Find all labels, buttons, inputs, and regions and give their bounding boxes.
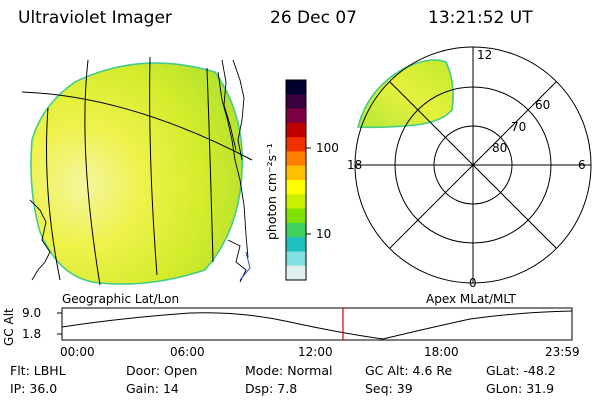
date-label: 26 Dec 07 — [270, 8, 357, 28]
colorbar-strip — [286, 94, 306, 110]
coastline-blue — [239, 251, 251, 281]
colorbar-strip — [286, 80, 306, 95]
info-door: Door: Open — [126, 363, 198, 378]
mlt-label-0: 0 — [469, 276, 477, 290]
colorbar-strip — [286, 165, 306, 181]
mlt-label-18: 18 — [347, 158, 363, 172]
timeline-ytick-9: 9.0 — [22, 306, 42, 320]
info-ip: IP: 36.0 — [10, 381, 58, 396]
info-glat: GLat: -48.2 — [486, 363, 556, 378]
timeline-xtick-2359: 23:59 — [545, 345, 580, 359]
coastlines — [29, 59, 249, 283]
timeline-xtick-0600: 06:00 — [170, 345, 205, 359]
emission-disk — [30, 62, 244, 285]
altitude-curve — [61, 310, 573, 340]
timeline-axis-label: GC Alt — [2, 308, 16, 346]
altitude-timeline — [57, 307, 573, 341]
colorbar-strip — [286, 151, 306, 167]
colorbar — [285, 79, 311, 281]
colorbar-strip — [286, 251, 306, 267]
colorbar-label-100: 100 — [316, 141, 339, 155]
geographic-image — [21, 56, 253, 286]
mlat-label-70: 70 — [511, 120, 527, 134]
info-glon: GLon: 31.9 — [486, 381, 555, 396]
colorbar-strip — [286, 222, 306, 238]
timeline-xtick-1800: 18:00 — [424, 345, 459, 359]
colorbar-strip — [286, 180, 306, 195]
mlat-label-60: 60 — [535, 98, 551, 112]
mlt-label-12: 12 — [477, 48, 493, 62]
colorbar-strip — [286, 122, 306, 138]
info-filter: Flt: LBHL — [10, 363, 66, 378]
info-gain: Gain: 14 — [126, 381, 179, 396]
colorbar-strip — [286, 265, 306, 281]
geographic-caption: Geographic Lat/Lon — [62, 292, 180, 306]
timeline-xtick-0000: 00:00 — [60, 345, 95, 359]
time-label: 13:21:52 UT — [428, 8, 533, 28]
colorbar-unit-label: photon cm⁻²s⁻¹ — [264, 143, 279, 240]
instrument-title: Ultraviolet Imager — [18, 8, 172, 28]
colorbar-strip — [286, 108, 306, 124]
info-mode: Mode: Normal — [245, 363, 333, 378]
apex-caption: Apex MLat/MLT — [426, 292, 516, 306]
colorbar-label-10: 10 — [316, 227, 332, 241]
polar-dial — [354, 46, 592, 284]
colorbar-strip — [286, 208, 306, 224]
info-dsp: Dsp: 7.8 — [245, 381, 298, 396]
info-seq: Seq: 39 — [365, 381, 413, 396]
mlat-label-80: 80 — [492, 141, 508, 155]
geo-grid — [21, 56, 253, 286]
info-gc-alt: GC Alt: 4.6 Re — [365, 363, 453, 378]
colorbar-strip — [286, 237, 306, 252]
colorbar-strip — [286, 137, 306, 152]
mlt-label-6: 6 — [578, 158, 586, 172]
timeline-xtick-1200: 12:00 — [298, 345, 333, 359]
polar-emission — [356, 59, 454, 129]
timeline-ytick-1-8: 1.8 — [22, 327, 42, 341]
colorbar-strip — [286, 194, 306, 210]
